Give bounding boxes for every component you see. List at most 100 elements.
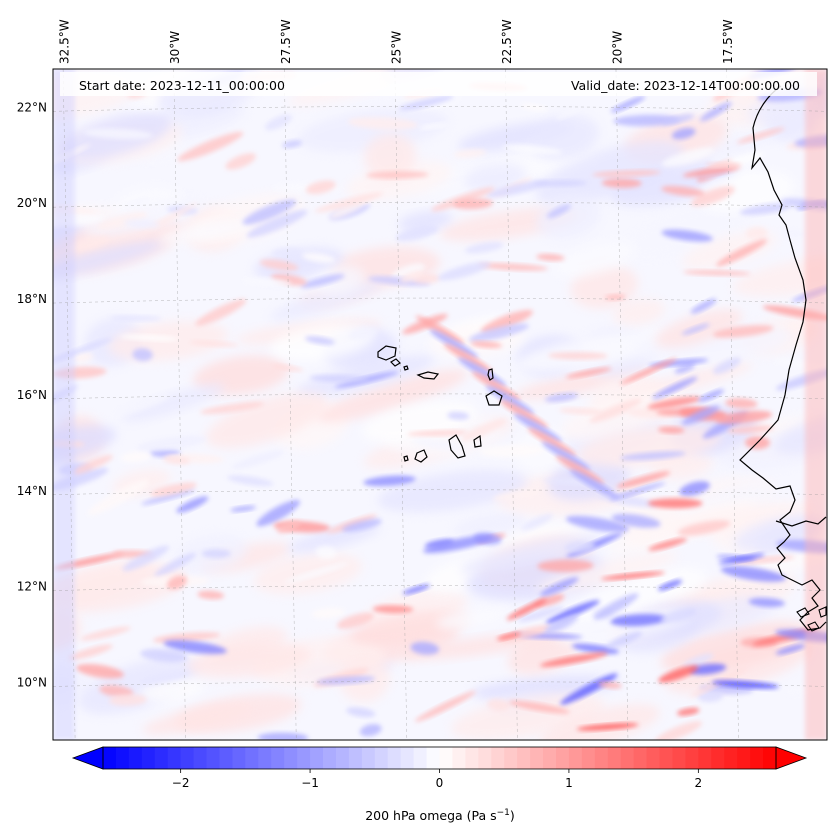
colorbar-band: [103, 747, 117, 769]
field-streak: [83, 128, 153, 140]
field-streak: [745, 226, 768, 240]
colorbar-extend-low: [71, 746, 104, 770]
colorbar-label-close: ): [510, 808, 515, 823]
colorbar-extend-high: [775, 746, 808, 770]
field-streak: [309, 374, 369, 383]
field-streak: [363, 475, 416, 487]
field-streak: [453, 198, 494, 210]
longitude-tick-label: 25°W: [389, 31, 403, 64]
latitude-tick-label: 12°N: [17, 580, 47, 594]
colorbar-band: [413, 747, 428, 769]
field-streak: [140, 648, 188, 663]
field-streak: [689, 663, 727, 675]
field-streak: [498, 625, 551, 643]
gambia-coast-detail: [775, 516, 827, 527]
field-patch: [316, 369, 468, 423]
field-streak: [443, 343, 493, 373]
colorbar-band: [543, 747, 557, 769]
longitude-tick-label: 30°W: [168, 31, 182, 64]
field-patch: [536, 196, 602, 239]
field-streak: [545, 600, 600, 624]
field-edge-strip: [53, 69, 75, 740]
field-streak: [415, 315, 465, 345]
colorbar-band: [646, 747, 661, 769]
colorbar-band: [387, 747, 402, 769]
field-streak: [73, 353, 94, 363]
field-streak: [486, 180, 549, 198]
colorbar-band: [607, 747, 622, 769]
field-streak: [739, 203, 792, 215]
longitude-tick-label: 17.5°W: [721, 19, 735, 64]
field-streak: [661, 114, 695, 125]
field-streak: [282, 140, 303, 149]
field-streak: [195, 299, 247, 326]
african-coastline: [739, 85, 827, 631]
field-streak: [539, 577, 579, 597]
field-streak: [76, 663, 124, 679]
field-streak: [316, 676, 376, 685]
field-streak: [411, 438, 466, 451]
colorbar-tick-label: 1: [565, 776, 573, 790]
colorbar-band: [400, 747, 415, 769]
field-streak: [661, 147, 714, 167]
colorbar-band: [465, 747, 479, 769]
gridlines: [53, 69, 827, 740]
field-streak: [619, 451, 686, 461]
field-streak: [671, 127, 696, 140]
field-patch: [364, 133, 417, 179]
field-streak: [243, 278, 292, 286]
field-streak: [341, 518, 382, 532]
island-sal: [487, 368, 494, 381]
field-streak: [544, 392, 579, 403]
field-streak: [606, 631, 643, 649]
field-streak: [271, 364, 304, 372]
island-santo-antao: [377, 345, 397, 361]
field-streak: [576, 723, 639, 731]
field-streak: [620, 358, 677, 385]
field-patch: [463, 163, 527, 192]
field-streak: [536, 253, 565, 261]
field-patch: [158, 219, 255, 244]
parallel-line: [53, 297, 827, 304]
field-streak: [87, 479, 149, 515]
field-streak: [200, 401, 265, 415]
field-streak: [716, 239, 768, 267]
field-streak: [657, 579, 683, 591]
field-streak: [141, 489, 196, 505]
field-streak: [502, 144, 563, 155]
field-streak: [731, 556, 795, 565]
start-date-label: Start date: 2023-12-11_00:00:00: [79, 78, 285, 93]
field-patch: [681, 231, 777, 270]
field-patch: [696, 170, 795, 213]
colorbar-band: [633, 747, 648, 769]
longitude-tick-label: 32.5°W: [58, 19, 72, 64]
meridian-line: [615, 69, 629, 740]
field-streak: [468, 323, 529, 342]
latitude-tick-label: 22°N: [17, 100, 47, 114]
field-streak: [677, 520, 731, 536]
colorbar-band: [685, 747, 699, 769]
field-streak: [447, 411, 470, 420]
colorbar-band: [711, 747, 725, 769]
field-streak: [230, 505, 257, 512]
field-streak: [391, 263, 425, 280]
field-streak: [300, 274, 345, 288]
field-streak: [712, 357, 741, 375]
field-streak: [565, 367, 612, 379]
colorbar-band: [672, 747, 686, 769]
field-patch: [269, 279, 385, 321]
field-streak: [189, 340, 239, 347]
colorbar-label: 200 hPa omega (Pa s−1): [365, 808, 515, 823]
field-streak: [366, 171, 429, 179]
field-streak: [305, 180, 336, 195]
latitude-tick-label: 18°N: [17, 292, 47, 306]
meridian-line: [62, 69, 76, 740]
field-streak: [705, 162, 742, 168]
colorbar-band: [530, 747, 544, 769]
map-panel: Start date: 2023-12-11_00:00:00 Valid_da…: [52, 68, 828, 741]
field-patch: [436, 607, 509, 630]
field-patch: [459, 533, 604, 573]
field-streak: [683, 270, 751, 276]
field-streak: [154, 552, 197, 577]
